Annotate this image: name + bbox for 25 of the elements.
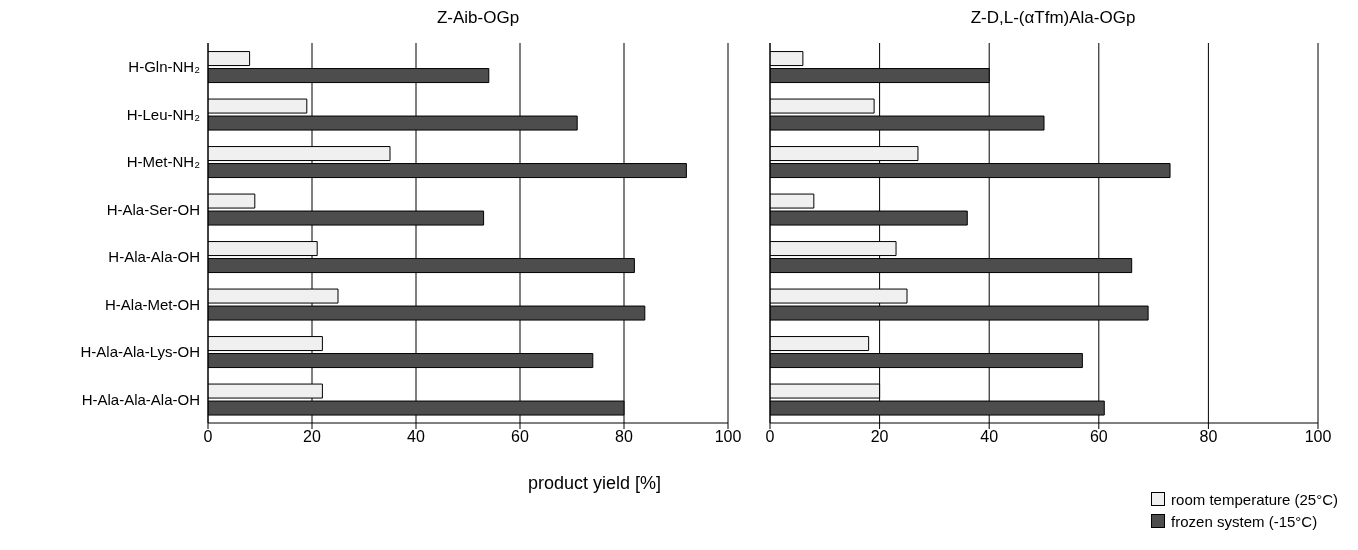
x-tick-label: 40 — [980, 428, 999, 446]
legend-label: room temperature (25°C) — [1171, 490, 1338, 508]
x-tick-label: 80 — [615, 428, 633, 446]
x-tick-label: 0 — [765, 428, 775, 446]
x-tick-label: 60 — [1089, 428, 1108, 446]
x-tick-label: 20 — [303, 428, 321, 446]
y-tick-label: H-Ala-Ser-OH — [106, 200, 200, 218]
x-tick-label: 0 — [203, 428, 213, 446]
x-tick-label: 40 — [407, 428, 425, 446]
y-tick-label: H-Ala-Ala-Lys-OH — [80, 343, 200, 361]
y-tick-label: H-Ala-Met-OH — [104, 295, 200, 313]
y-tick-label: H-Leu-NH₂ — [126, 105, 201, 123]
chart-title: Z-Aib-OGp — [435, 8, 521, 29]
y-tick-label: H-Gln-NH₂ — [128, 58, 201, 76]
x-tick-label: 100 — [1304, 428, 1332, 446]
y-tick-label: H-Met-NH₂ — [126, 153, 201, 171]
x-tick-label: 100 — [714, 428, 742, 446]
y-tick-label: H-Ala-Ala-OH — [108, 248, 200, 266]
chart-title: Z-D,L-(αTfm)Ala-OGp — [969, 8, 1137, 29]
legend-label: frozen system (-15°C) — [1171, 512, 1318, 530]
x-tick-label: 80 — [1199, 428, 1218, 446]
x-tick-label: 20 — [870, 428, 889, 446]
x-axis-title: product yield [%] — [528, 473, 662, 494]
x-tick-label: 60 — [511, 428, 529, 446]
y-tick-label: H-Ala-Ala-Ala-OH — [81, 390, 200, 408]
